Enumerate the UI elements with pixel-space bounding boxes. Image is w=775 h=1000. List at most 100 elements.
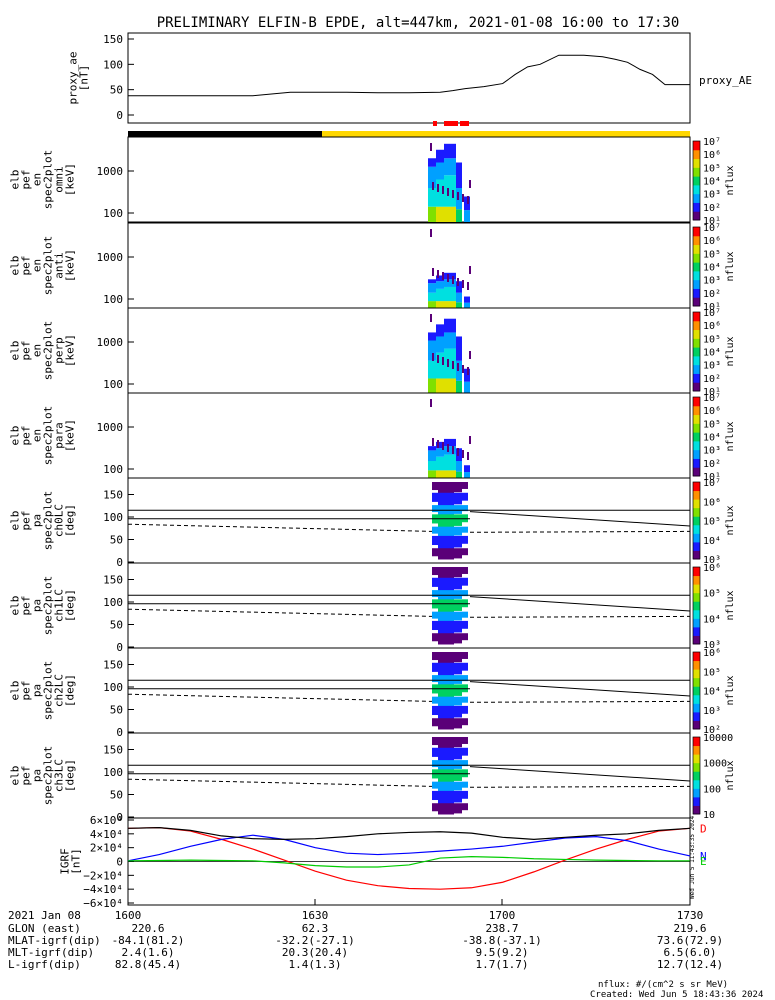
pa-pixel <box>454 803 462 814</box>
spec-colorbar-segment <box>693 279 700 289</box>
pa-pixel <box>438 633 444 645</box>
ephem-value: -32.2(-27.1) <box>275 934 354 947</box>
pa-pixel <box>462 803 468 811</box>
spec-colorbar-label: nflux <box>725 251 736 281</box>
pa-colorbar-tick: 10³ <box>703 555 721 566</box>
spec-ylabel-line: anti <box>53 252 66 279</box>
spec-colorbar-segment <box>693 414 700 424</box>
pa-pixel <box>438 803 444 815</box>
spec-ylabel-line: en <box>31 173 44 186</box>
pa-colorbar-segment <box>693 635 700 645</box>
pa-ytick-label: 100 <box>103 681 123 694</box>
pa-ylabel-line: [deg] <box>64 589 77 622</box>
igrf-ytick-label: 6×10⁴ <box>90 814 123 827</box>
ephem-value: -84.1(81.2) <box>112 934 185 947</box>
spec-colorbar-tick: 10² <box>703 203 721 214</box>
pa-pixel <box>432 577 438 587</box>
spec-pixel <box>436 275 444 282</box>
spec-speck <box>462 365 464 373</box>
spec-ylabel-line: pef <box>20 256 33 276</box>
spec-speck <box>442 272 444 280</box>
spec-pixel <box>444 301 456 308</box>
proxy-ae-ytick-label: 100 <box>103 58 123 71</box>
spec-speck <box>457 278 459 286</box>
pa-colorbar-tick: 10⁶ <box>703 648 721 659</box>
spec-ylabel-line: spec2plot <box>42 150 55 210</box>
spec-speck <box>430 314 432 322</box>
igrf-ytick-label: 0 <box>116 856 123 869</box>
spec-colorbar-tick: 10⁴ <box>703 177 721 188</box>
spec-pixel <box>436 448 444 457</box>
igrf-series-total <box>127 827 691 840</box>
night-bar <box>128 131 322 137</box>
pa-ylabel-line: pef <box>20 596 33 616</box>
igrf-ytick-label: 4×10⁴ <box>90 828 123 841</box>
pa-colorbar-tick: 10⁴ <box>703 614 721 625</box>
spec-pixel <box>444 378 456 393</box>
pa-pixel <box>462 577 468 586</box>
spec-colorbar-segment <box>693 149 700 160</box>
pa-pixel <box>432 718 438 727</box>
pa-colorbar-segment <box>693 660 700 670</box>
pa-pixel <box>438 662 444 676</box>
spec-colorbar-tick: 10⁴ <box>703 433 721 444</box>
pa-colorbar-tick: 10³ <box>703 706 721 717</box>
pa-colorbar-segment <box>693 516 700 526</box>
igrf-legend-E: E <box>700 855 707 868</box>
spec-pixel <box>464 465 470 473</box>
igrf-ytick-label: 2×10⁴ <box>90 842 123 855</box>
spec-pixel <box>444 348 456 379</box>
pa-lc-curve <box>469 681 691 697</box>
spec-colorbar-frame <box>692 140 701 221</box>
proxy-ae-ylabel-line: [nT] <box>78 65 91 92</box>
pa-colorbar-tick: 10000 <box>703 733 733 744</box>
spec-speck <box>437 440 439 448</box>
pa-colorbar-segment <box>693 584 700 594</box>
pa-pixel <box>454 611 462 621</box>
pa-pixel <box>462 705 468 714</box>
pa-ytick-label: 150 <box>103 659 123 672</box>
spec-colorbar-tick: 10¹ <box>703 472 721 483</box>
spec-colorbar-segment <box>693 320 700 331</box>
spec-pixel <box>444 446 456 455</box>
pa-pixel <box>462 696 468 703</box>
pa-colorbar-tick: 10⁶ <box>703 497 721 508</box>
pa-pixel <box>432 696 438 704</box>
pa-lc-curve <box>469 596 691 612</box>
pa-pixel <box>462 633 468 641</box>
pa-colorbar-segment <box>693 601 700 611</box>
spec-colorbar-segment <box>693 211 700 221</box>
spec-colorbar-segment <box>693 405 700 416</box>
x-tick-label: 1630 <box>302 909 329 922</box>
spec-pixel <box>436 179 444 207</box>
spec-speck <box>452 276 454 284</box>
pa-ytick-label: 50 <box>110 619 123 632</box>
pa-colorbar-segment <box>693 550 700 560</box>
spec-speck <box>437 184 439 192</box>
pa-pixel <box>444 662 454 676</box>
spec-colorbar-tick: 10³ <box>703 361 721 372</box>
pa-pixel <box>438 514 444 528</box>
spec-pixel <box>428 206 436 222</box>
igrf-side-text: Wed Jun 5 11:43:35 2024 <box>689 816 696 899</box>
spec-pixel <box>436 378 444 393</box>
spec-colorbar-tick: 10² <box>703 289 721 300</box>
pa-pixel <box>438 652 444 664</box>
pa-ytick-label: 100 <box>103 596 123 609</box>
pa-pixel <box>444 747 454 761</box>
spec-ylabel-line: para <box>53 422 66 449</box>
pa-colorbar-segment <box>693 737 700 747</box>
proxy-ae-line <box>128 54 690 97</box>
spec-pixel <box>436 441 444 449</box>
x-tick-label: 1700 <box>489 909 516 922</box>
spec-pixel <box>436 336 444 353</box>
igrf-series-E <box>127 856 690 868</box>
ephem-value: 219.6 <box>673 922 706 935</box>
pa-pixel <box>454 662 462 675</box>
spec-pixel <box>456 302 462 308</box>
